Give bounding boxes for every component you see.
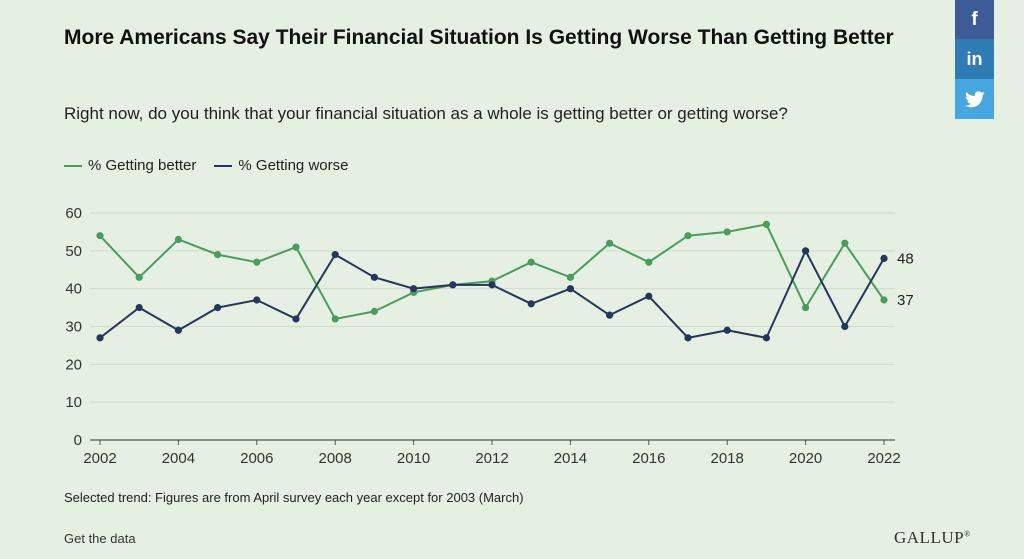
data-point-better[interactable]	[331, 315, 339, 323]
share-bar: f in	[955, 0, 994, 119]
legend-label-better: % Getting better	[88, 157, 197, 174]
data-point-better[interactable]	[214, 251, 222, 259]
x-tick-label: 2020	[789, 450, 822, 467]
legend-item-better: % Getting better	[64, 157, 196, 174]
data-point-better[interactable]	[684, 232, 692, 240]
data-point-worse[interactable]	[214, 303, 222, 312]
data-point-better[interactable]	[841, 239, 849, 247]
y-tick-label: 30	[65, 319, 82, 336]
y-tick-label: 40	[65, 281, 82, 298]
data-point-worse[interactable]	[135, 303, 143, 312]
data-point-better[interactable]	[253, 258, 261, 266]
data-point-worse[interactable]	[96, 334, 104, 342]
x-tick-label: 2018	[711, 450, 744, 467]
x-axis-ticks: 2002 2004 2006 2008 2010 2012 2014 2016 2018 2020…	[83, 440, 901, 467]
end-value-label: 48	[897, 250, 914, 267]
series	[96, 220, 888, 342]
end-value-label: 37	[897, 292, 914, 309]
y-tick-label: 10	[65, 394, 82, 411]
gallup-logo: GALLUP®	[894, 528, 971, 548]
x-tick-label: 2016	[632, 450, 665, 467]
data-point-better[interactable]	[762, 220, 771, 228]
data-point-worse[interactable]	[684, 334, 692, 342]
data-point-better[interactable]	[292, 243, 300, 251]
data-point-better[interactable]	[135, 273, 143, 281]
data-point-worse[interactable]	[292, 315, 300, 323]
data-point-better[interactable]	[370, 307, 378, 315]
data-point-better[interactable]	[802, 303, 810, 312]
data-point-worse[interactable]	[762, 334, 771, 342]
y-tick-label: 60	[65, 205, 82, 222]
data-point-worse[interactable]	[331, 251, 339, 259]
data-point-worse[interactable]	[174, 326, 182, 334]
chart-title: More Americans Say Their Financial Situa…	[64, 26, 894, 49]
data-point-better[interactable]	[96, 232, 104, 240]
data-point-better[interactable]	[723, 228, 731, 236]
x-tick-label: 2008	[319, 450, 352, 467]
data-point-worse[interactable]	[253, 296, 261, 304]
x-tick-label: 2022	[867, 450, 900, 467]
gallup-registered-mark: ®	[964, 529, 971, 539]
data-point-worse[interactable]	[802, 247, 810, 255]
y-tick-label: 20	[65, 356, 82, 373]
legend-swatch-worse	[214, 164, 233, 167]
gridlines	[90, 212, 895, 403]
x-tick-label: 2010	[397, 450, 430, 467]
data-point-better[interactable]	[527, 258, 535, 266]
data-point-worse[interactable]	[723, 326, 731, 334]
linkedin-share-button[interactable]: in	[955, 39, 994, 79]
data-point-worse[interactable]	[880, 254, 888, 262]
facebook-icon: f	[971, 8, 978, 30]
footnote: Selected trend: Figures are from April s…	[64, 490, 524, 505]
end-labels: 48 37	[897, 250, 914, 309]
data-point-worse[interactable]	[841, 322, 849, 331]
legend-swatch-better	[64, 164, 82, 167]
get-the-data-link[interactable]: Get the data	[64, 531, 136, 546]
chart-subtitle: Right now, do you think that your financ…	[64, 104, 788, 123]
x-tick-label: 2004	[162, 450, 195, 467]
data-point-better[interactable]	[606, 239, 614, 247]
linkedin-icon: in	[966, 48, 983, 69]
twitter-share-button[interactable]	[955, 79, 994, 119]
x-tick-label: 2002	[83, 450, 116, 467]
y-tick-label: 0	[74, 432, 82, 449]
x-tick-label: 2012	[475, 450, 508, 467]
data-point-better[interactable]	[566, 273, 575, 281]
data-point-worse[interactable]	[488, 281, 496, 289]
legend-item-worse: % Getting worse	[214, 157, 348, 174]
data-point-worse[interactable]	[410, 285, 418, 293]
data-point-better[interactable]	[880, 296, 888, 304]
legend-label-worse: % Getting worse	[238, 157, 349, 174]
data-point-better[interactable]	[645, 258, 653, 266]
series-line-worse	[99, 249, 885, 339]
y-tick-label: 50	[65, 243, 82, 260]
data-point-worse[interactable]	[566, 285, 575, 293]
data-point-worse[interactable]	[370, 273, 378, 281]
facebook-share-button[interactable]: f	[955, 0, 994, 39]
x-tick-label: 2014	[554, 450, 587, 467]
x-tick-label: 2006	[240, 450, 273, 467]
y-axis-ticks: 0 10 20 30 40 50 60	[65, 205, 82, 449]
gallup-logo-text: GALLUP	[894, 528, 965, 547]
data-point-worse[interactable]	[527, 300, 535, 308]
data-point-worse[interactable]	[449, 281, 457, 289]
legend: % Getting better % Getting worse	[64, 157, 348, 174]
data-point-worse[interactable]	[645, 292, 653, 300]
twitter-bird-icon	[964, 90, 985, 107]
data-point-better[interactable]	[174, 235, 182, 244]
data-point-worse[interactable]	[606, 311, 614, 319]
